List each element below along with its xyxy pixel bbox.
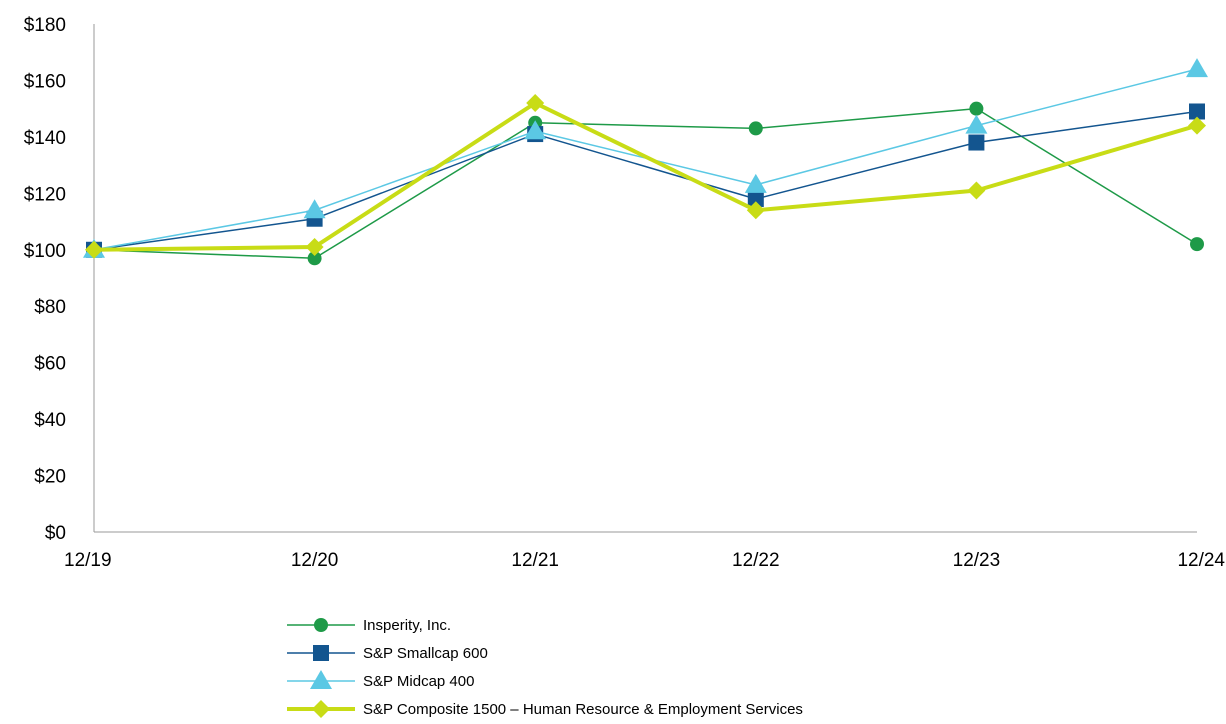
data-point xyxy=(967,181,986,200)
data-point xyxy=(744,173,767,193)
legend-label: S&P Composite 1500 – Human Resource & Em… xyxy=(363,701,803,718)
data-point xyxy=(969,101,984,116)
legend-label: S&P Smallcap 600 xyxy=(363,645,488,662)
data-point xyxy=(85,240,103,259)
y-tick-label: $180 xyxy=(24,15,66,36)
data-point xyxy=(746,201,765,220)
series-4 xyxy=(85,94,1206,259)
x-tick-label: 12/23 xyxy=(953,550,1001,571)
y-tick-label: $100 xyxy=(24,241,66,262)
legend-item: Insperity, Inc. xyxy=(287,617,451,634)
y-tick-label: $140 xyxy=(24,128,66,149)
y-tick-label: $60 xyxy=(34,354,66,375)
legend-marker xyxy=(310,670,332,689)
y-tick-label: $120 xyxy=(24,184,66,205)
series-line xyxy=(93,101,1198,252)
series-line xyxy=(93,107,1198,259)
y-tick-label: $160 xyxy=(24,71,66,92)
data-point xyxy=(1189,103,1205,120)
data-point xyxy=(305,237,324,256)
data-point xyxy=(526,94,545,113)
legend-marker xyxy=(314,618,328,632)
legend: Insperity, Inc. S&P Smallcap 600 S&P Midca… xyxy=(287,617,803,718)
data-point xyxy=(748,121,763,136)
y-axis-ticks: $0 $20 $40 $60 $80 $100 $120 $140 $160 $180 xyxy=(24,15,66,544)
x-axis-ticks: 12/19 12/20 12/21 12/22 12/23 12/24 xyxy=(64,550,1225,571)
legend-label: S&P Midcap 400 xyxy=(363,673,474,690)
series-line xyxy=(93,110,1198,251)
y-tick-label: $80 xyxy=(34,297,66,318)
data-point xyxy=(307,251,322,266)
x-tick-label: 12/24 xyxy=(1177,550,1225,571)
x-tick-label: 12/20 xyxy=(291,550,339,571)
data-point xyxy=(524,120,547,140)
data-point xyxy=(968,134,985,151)
legend-marker xyxy=(312,700,330,718)
data-point xyxy=(1190,237,1204,252)
x-tick-label: 12/22 xyxy=(732,550,780,571)
data-point xyxy=(965,114,988,134)
y-tick-label: $0 xyxy=(45,523,66,544)
legend-item: S&P Composite 1500 – Human Resource & Em… xyxy=(287,700,803,718)
y-tick-label: $40 xyxy=(34,410,66,431)
data-point xyxy=(1188,116,1206,135)
data-point xyxy=(303,199,326,219)
data-point xyxy=(747,190,764,207)
y-tick-label: $20 xyxy=(34,467,66,488)
legend-label: Insperity, Inc. xyxy=(363,617,451,634)
data-point xyxy=(1186,58,1208,78)
legend-item: S&P Smallcap 600 xyxy=(287,645,488,662)
series-1 xyxy=(87,101,1204,266)
series-layer xyxy=(83,58,1208,266)
legend-marker xyxy=(313,645,329,661)
x-tick-label: 12/21 xyxy=(511,550,559,571)
series-line xyxy=(93,68,1198,251)
legend-item: S&P Midcap 400 xyxy=(287,670,474,690)
series-2 xyxy=(86,103,1205,258)
x-tick-label: 12/19 xyxy=(64,550,112,571)
